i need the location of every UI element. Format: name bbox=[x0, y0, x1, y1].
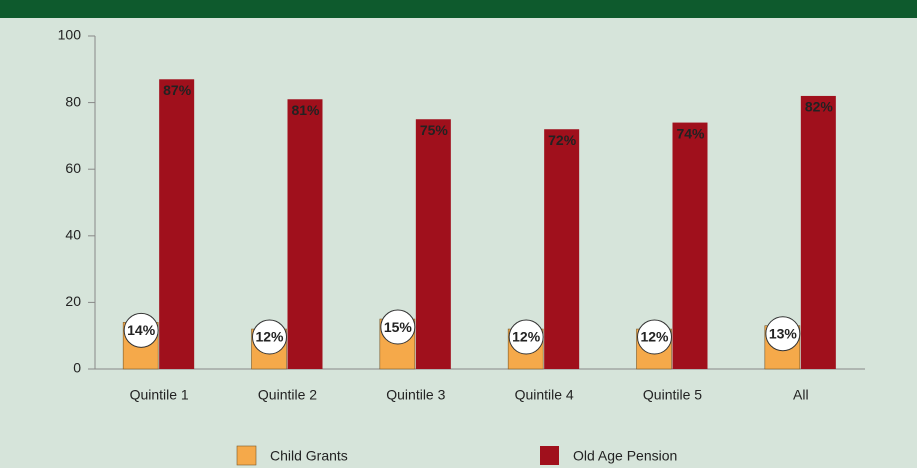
bar bbox=[544, 129, 580, 369]
value-label-badge bbox=[123, 312, 159, 348]
x-tick-label: Quintile 1 bbox=[130, 387, 189, 403]
y-tick-label: 100 bbox=[58, 27, 82, 43]
x-tick-label: Quintile 5 bbox=[643, 387, 702, 403]
value-label: 14% bbox=[127, 322, 156, 338]
value-label: 81% bbox=[291, 102, 320, 118]
legend-swatch bbox=[540, 446, 559, 465]
bar bbox=[672, 122, 708, 369]
value-label: 13% bbox=[769, 325, 798, 341]
y-tick-label: 80 bbox=[65, 93, 81, 109]
value-label: 12% bbox=[255, 329, 284, 345]
y-tick-label: 20 bbox=[65, 293, 81, 309]
x-tick-label: Quintile 3 bbox=[386, 387, 445, 403]
legend-label: Old Age Pension bbox=[573, 448, 677, 464]
legend-swatch bbox=[236, 445, 257, 466]
legend-label: Child Grants bbox=[270, 448, 348, 464]
value-label-badge bbox=[252, 319, 287, 355]
bar bbox=[287, 99, 323, 370]
value-label: 72% bbox=[548, 132, 577, 148]
value-label: 75% bbox=[420, 122, 449, 138]
x-tick-label: Quintile 4 bbox=[515, 387, 574, 403]
bar bbox=[159, 79, 195, 369]
y-tick-label: 40 bbox=[65, 227, 81, 243]
value-label: 74% bbox=[676, 125, 705, 141]
value-label-badge bbox=[765, 316, 801, 352]
value-label-badge bbox=[637, 319, 672, 355]
value-label: 82% bbox=[805, 99, 834, 115]
y-tick-label: 60 bbox=[65, 160, 81, 176]
value-label: 87% bbox=[163, 82, 192, 98]
y-tick-label: 0 bbox=[73, 360, 81, 376]
value-label: 12% bbox=[512, 329, 541, 345]
x-tick-label: All bbox=[793, 387, 809, 403]
value-label-badge bbox=[380, 309, 416, 345]
header-bar bbox=[0, 0, 917, 18]
value-label: 12% bbox=[640, 329, 669, 345]
value-label-badge bbox=[508, 319, 544, 355]
bar bbox=[415, 119, 451, 369]
value-label: 15% bbox=[384, 319, 413, 335]
bar bbox=[800, 95, 836, 369]
x-tick-label: Quintile 2 bbox=[258, 387, 317, 403]
